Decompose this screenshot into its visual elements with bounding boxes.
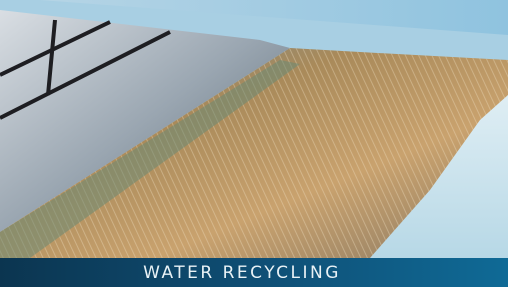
caption: WATER RECYCLING	[143, 263, 341, 283]
page: WATER RECYCLING (() => { const data = JS…	[0, 0, 508, 287]
photo: WATER RECYCLING	[0, 0, 508, 287]
